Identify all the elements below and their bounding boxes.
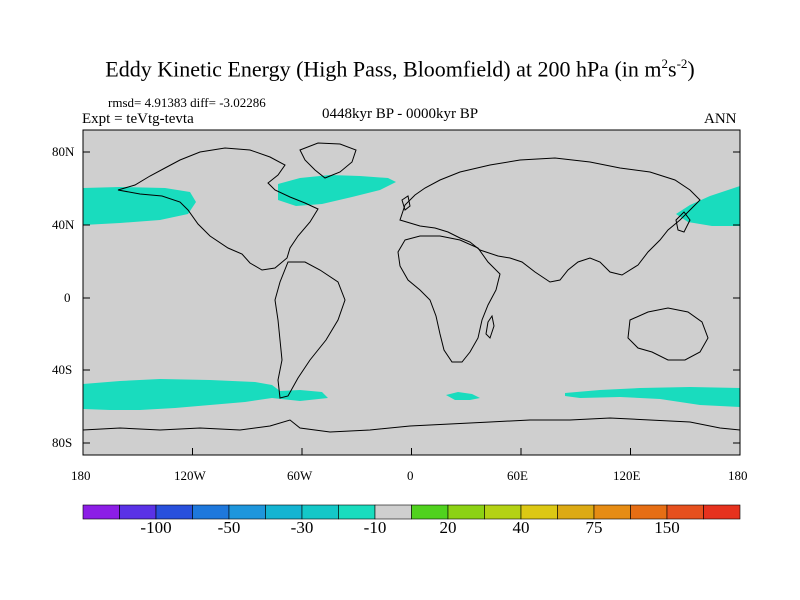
lat-tick-label-80n: 80N <box>52 144 75 159</box>
anomaly-regions <box>83 175 740 410</box>
north-pacific-east-anomaly <box>83 187 196 225</box>
colorbar-swatch <box>338 504 376 520</box>
southern-ocean-anomaly <box>565 387 740 407</box>
title-exp1: 2 <box>661 56 669 71</box>
colorbar-label: 75 <box>585 518 603 537</box>
colorbar-swatch <box>265 504 303 520</box>
stats-text: rmsd= 4.91383 diff= -3.02286 <box>108 95 266 110</box>
lat-tick-label-40s: 40S <box>52 362 73 377</box>
lon-tick-marks <box>82 448 741 455</box>
season-label: ANN <box>704 111 737 127</box>
colorbar-swatch <box>301 504 339 520</box>
south-america-coast <box>274 261 346 399</box>
africa-coast <box>397 235 501 363</box>
colorbar-swatch <box>666 504 704 520</box>
colorbar-swatch <box>520 504 558 520</box>
north-pacific-west-anomaly <box>676 186 740 226</box>
colorbar-swatch <box>192 504 230 520</box>
colorbar-label: -10 <box>363 518 387 537</box>
title-main: Eddy Kinetic Energy (High Pass, Bloomfie… <box>105 56 662 82</box>
lon-tick-label-120e: 120E <box>613 468 641 483</box>
lat-tick-label-80s: 80S <box>52 435 73 450</box>
colorbar-swatch <box>557 504 595 520</box>
lat-tick-label-0: 0 <box>64 290 71 305</box>
lon-tick-label-60e: 60E <box>507 468 528 483</box>
australia-coast <box>627 307 709 361</box>
lon-tick-label-120w: 120W <box>174 468 206 483</box>
madagascar-coast <box>485 314 495 339</box>
colorbar-label: -30 <box>290 518 314 537</box>
uk-coast <box>401 195 411 211</box>
europe-asia-coast <box>399 157 701 283</box>
lon-tick-label-180w: 180 <box>71 468 91 483</box>
colorbar-swatch <box>374 504 412 520</box>
expt-label: Expt = teVtg-tevta <box>82 111 194 127</box>
colorbar-swatch <box>630 504 668 520</box>
coastlines <box>82 142 741 433</box>
colorbar-swatch <box>703 504 741 520</box>
lon-tick-label-0: 0 <box>407 468 414 483</box>
lon-tick-label-180e: 180 <box>728 468 748 483</box>
colorbar-swatch <box>447 504 485 520</box>
colorbar-swatch <box>155 504 193 520</box>
colorbar-label: 150 <box>654 518 680 537</box>
lat-tick-label-40n: 40N <box>52 217 75 232</box>
south-pacific-anomaly <box>83 379 328 410</box>
greenland-coast <box>299 142 357 179</box>
title-close: ) <box>687 56 695 82</box>
lon-tick-label-60w: 60W <box>287 468 313 483</box>
colorbar-label: -50 <box>217 518 241 537</box>
north-america-coast <box>117 147 319 271</box>
colorbar-swatch <box>228 504 266 520</box>
colorbar-label: -100 <box>140 518 172 537</box>
colorbar-swatch <box>119 504 157 520</box>
colorbar <box>82 504 741 520</box>
colorbar-swatch <box>593 504 631 520</box>
colorbar-swatch <box>82 504 120 520</box>
colorbar-label: 20 <box>439 518 457 537</box>
japan-coast <box>675 211 691 233</box>
colorbar-swatch <box>484 504 522 520</box>
north-atlantic-anomaly <box>278 175 396 206</box>
period-label: 0448kyr BP - 0000kyr BP <box>322 106 479 122</box>
colorbar-label: 40 <box>512 518 530 537</box>
antarctica-coast <box>82 417 741 433</box>
plot-title: Eddy Kinetic Energy (High Pass, Bloomfie… <box>0 56 800 82</box>
title-mid: s <box>668 56 677 82</box>
lat-tick-marks <box>83 151 740 444</box>
colorbar-swatch <box>411 504 449 520</box>
title-exp2: -2 <box>676 56 688 71</box>
south-atlantic-anomaly <box>446 392 480 400</box>
